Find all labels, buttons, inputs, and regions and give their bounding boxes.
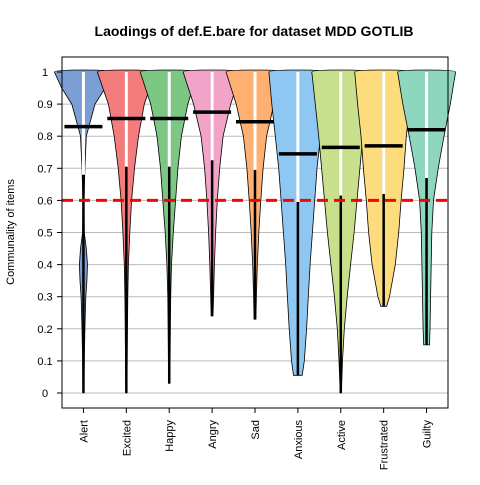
x-tick-label: Happy [164,420,176,452]
x-tick-label: Alert [78,420,90,443]
x-axis: Alert Excited Happy Angry Sad Anxious Active Fr… [78,408,434,470]
x-tick-label: Excited [121,420,133,456]
y-axis-title: Communality of items [5,179,17,285]
x-tick-label: Sad [250,420,262,440]
violins [53,69,457,394]
y-tick-label: 0.6 [37,195,52,207]
y-axis: 0 0.1 0.2 0.3 0.4 0.5 0.6 0.7 0.8 0.9 1 [37,67,62,400]
inner-box [81,72,85,175]
inner-box [339,72,343,196]
y-tick-label: 0.7 [37,163,52,175]
x-tick-label: Frustrated [379,420,391,470]
mean-bars [64,110,446,156]
inner-box [382,72,386,194]
x-tick-label: Angry [207,420,219,449]
inner-box [210,72,214,161]
y-tick-label: 0.2 [37,324,52,336]
y-tick-label: 0 [42,388,48,400]
inner-box [425,72,429,178]
y-tick-label: 1 [42,67,48,79]
y-tick-label: 0.3 [37,292,52,304]
y-tick-label: 0.9 [37,99,52,111]
chart-title: Laodings of def.E.bare for dataset MDD G… [95,23,414,39]
x-tick-label: Anxious [293,420,305,460]
x-tick-label: Active [336,420,348,450]
y-tick-label: 0.4 [37,260,52,272]
y-tick-label: 0.8 [37,131,52,143]
y-tick-label: 0.1 [37,356,52,368]
x-tick-label: Guilty [422,420,434,449]
inner-box [296,72,300,203]
y-tick-label: 0.5 [37,228,52,240]
